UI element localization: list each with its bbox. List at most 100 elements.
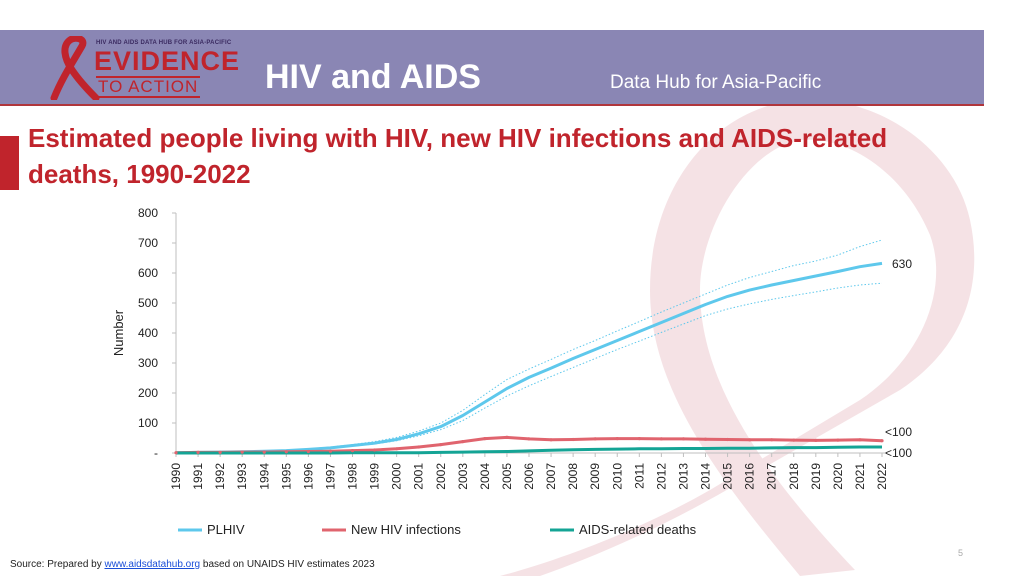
plhiv-series-line bbox=[175, 261, 883, 455]
x-tick-label: 2012 bbox=[654, 463, 668, 490]
y-tick-label: 200 bbox=[138, 386, 158, 400]
new-infections-end-label: <100 bbox=[885, 425, 912, 439]
new-infections-point bbox=[792, 438, 796, 442]
page-number: 5 bbox=[958, 548, 964, 558]
x-tick-label: 1998 bbox=[346, 463, 360, 490]
x-tick-label: 1999 bbox=[368, 463, 382, 490]
page-title: Estimated people living with HIV, new HI… bbox=[28, 123, 888, 189]
y-tick-label: - bbox=[154, 446, 158, 460]
new-infections-point bbox=[240, 450, 244, 454]
new-infections-point bbox=[328, 449, 333, 453]
x-tick-label: 1995 bbox=[279, 463, 293, 490]
x-tick-label: 2006 bbox=[522, 463, 536, 490]
aids-deaths-end-label: <100 bbox=[885, 446, 912, 460]
app-subtitle: Data Hub for Asia-Pacific bbox=[610, 72, 822, 93]
x-tick-label: 2016 bbox=[743, 463, 757, 490]
y-axis-title: Number bbox=[111, 309, 126, 356]
new-infections-point bbox=[858, 438, 862, 442]
logo bbox=[40, 36, 250, 100]
y-tick-label: 700 bbox=[138, 236, 158, 250]
new-infections-point bbox=[505, 435, 509, 439]
plhiv-end-label: 630 bbox=[892, 257, 912, 271]
x-tick-label: 1990 bbox=[169, 463, 183, 490]
new-infections-legend-label: New HIV infections bbox=[351, 522, 461, 537]
app-title: HIV and AIDS bbox=[265, 58, 481, 96]
new-infections-point bbox=[284, 450, 288, 454]
x-tick-label: 2011 bbox=[632, 463, 646, 489]
new-infections-point bbox=[218, 450, 222, 454]
header-band bbox=[0, 30, 984, 106]
new-infections-point bbox=[549, 438, 553, 442]
new-infections-point bbox=[483, 437, 487, 441]
new-infections-point bbox=[350, 449, 355, 453]
source-suffix: based on UNAIDS HIV estimates 2023 bbox=[202, 559, 375, 570]
x-tick-label: 2005 bbox=[500, 463, 514, 490]
y-tick-label: 300 bbox=[138, 356, 158, 370]
y-tick-label: 600 bbox=[138, 266, 158, 280]
logo-to-action-text: TO ACTION bbox=[96, 76, 201, 98]
title-accent-bar bbox=[0, 136, 19, 190]
aids-deaths-legend-label: AIDS-related deaths bbox=[579, 522, 697, 537]
x-tick-label: 2001 bbox=[412, 463, 426, 490]
x-tick-label: 2004 bbox=[478, 463, 492, 490]
plhiv-legend-label: PLHIV bbox=[207, 522, 245, 537]
x-tick-label: 2009 bbox=[588, 463, 602, 490]
x-tick-label: 2018 bbox=[787, 463, 801, 490]
x-tick-label: 1994 bbox=[257, 463, 271, 490]
source-link[interactable]: www.aidsdatahub.org bbox=[104, 559, 201, 570]
y-tick-label: 800 bbox=[138, 206, 158, 220]
new-infections-point bbox=[527, 437, 531, 441]
new-infections-point bbox=[571, 437, 575, 442]
y-tick-label: 400 bbox=[138, 326, 158, 340]
new-infections-point bbox=[174, 451, 178, 455]
x-tick-label: 1997 bbox=[323, 463, 337, 490]
y-tick-label: 500 bbox=[138, 296, 158, 310]
new-infections-point bbox=[725, 437, 730, 442]
new-infections-point bbox=[306, 449, 310, 454]
x-tick-label: 2008 bbox=[566, 463, 580, 490]
new-infections-point bbox=[262, 450, 266, 454]
x-tick-label: 2014 bbox=[699, 463, 713, 490]
source-prefix: Source: Prepared by bbox=[10, 559, 102, 570]
new-infections-point bbox=[703, 437, 708, 441]
logo-evidence-text: EVIDENCE bbox=[94, 46, 241, 76]
x-tick-label: 2015 bbox=[721, 463, 735, 490]
new-infections-point bbox=[461, 440, 465, 444]
logo-tagline: HIV AND AIDS DATA HUB FOR ASIA-PACIFIC bbox=[96, 40, 232, 46]
new-infections-point bbox=[836, 438, 840, 442]
aids-deaths-series-line bbox=[176, 445, 882, 455]
source-note: Source: Prepared by www.aidsdatahub.org … bbox=[10, 559, 375, 570]
new-infections-point bbox=[880, 439, 884, 443]
new-infections-point bbox=[615, 437, 619, 441]
x-tick-label: 2017 bbox=[765, 463, 779, 490]
x-tick-label: 2003 bbox=[456, 463, 470, 490]
new-infections-point bbox=[659, 437, 663, 441]
y-tick-label: 100 bbox=[138, 416, 158, 430]
new-infections-point bbox=[637, 437, 641, 441]
new-infections-point bbox=[196, 450, 200, 454]
new-infections-point bbox=[814, 438, 818, 442]
x-tick-label: 2007 bbox=[544, 463, 558, 490]
red-ribbon-icon bbox=[50, 36, 100, 100]
new-infections-point bbox=[748, 438, 752, 442]
new-infections-point bbox=[395, 447, 399, 451]
x-tick-label: 2022 bbox=[875, 463, 889, 490]
new-infections-point bbox=[770, 438, 774, 442]
plhiv-upper-bound-line bbox=[175, 239, 883, 454]
new-infections-point bbox=[681, 437, 686, 441]
x-tick-label: 2021 bbox=[853, 463, 867, 490]
new-infections-point bbox=[439, 443, 443, 447]
x-tick-label: 2002 bbox=[434, 463, 448, 490]
x-tick-label: 2019 bbox=[809, 463, 823, 490]
plhiv-lower-bound-line bbox=[175, 282, 883, 454]
new-infections-point bbox=[417, 445, 421, 449]
x-tick-label: 2020 bbox=[831, 463, 845, 490]
new-infections-point bbox=[372, 448, 377, 452]
x-tick-label: 1993 bbox=[235, 463, 249, 490]
x-tick-label: 2010 bbox=[610, 463, 624, 490]
x-tick-label: 1996 bbox=[301, 463, 315, 490]
x-tick-label: 2000 bbox=[390, 463, 404, 490]
x-tick-label: 1991 bbox=[191, 463, 205, 490]
